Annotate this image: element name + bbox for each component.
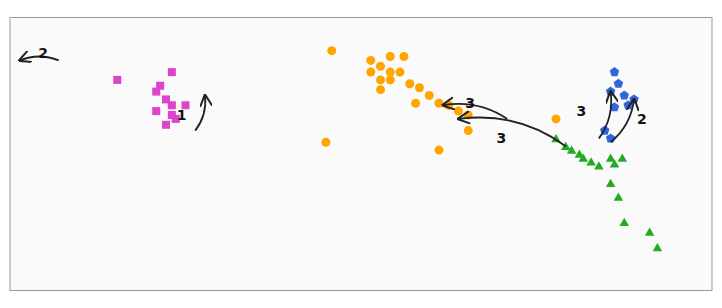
point-square (156, 82, 164, 90)
annotation-arrow (459, 117, 566, 146)
point-circle (454, 107, 463, 116)
point-triangle (594, 161, 604, 169)
point-circle (396, 68, 405, 77)
point-circle (366, 56, 375, 65)
chart: 1 2 3 3 2 3 (0, 0, 722, 308)
point-pentagon (619, 91, 629, 100)
point-circle (321, 138, 330, 147)
point-triangle (610, 159, 620, 167)
annotation-label: 2 (637, 111, 647, 127)
point-circle (376, 75, 385, 84)
annotation-label: 2 (38, 45, 48, 61)
point-pentagon (623, 100, 633, 109)
point-circle (376, 85, 385, 94)
point-circle (435, 99, 444, 108)
point-square (162, 121, 170, 129)
annotation-label: 3 (576, 103, 586, 119)
point-circle (464, 126, 473, 135)
point-circle (411, 99, 420, 108)
point-circle (376, 62, 385, 71)
point-pentagon (610, 67, 620, 76)
annotations: 1 2 3 3 2 3 (20, 45, 647, 147)
point-triangle (586, 157, 596, 165)
point-circle (386, 75, 395, 84)
point-circle (327, 46, 336, 55)
point-triangle (618, 153, 628, 161)
point-circle (552, 114, 561, 123)
annotation-label: 1 (177, 107, 187, 123)
point-triangle (653, 243, 663, 251)
plot-frame (10, 18, 712, 291)
point-triangle (579, 153, 589, 161)
point-circle (425, 91, 434, 100)
annotation-arrow (599, 92, 611, 139)
point-triangle (606, 179, 616, 187)
point-circle (405, 79, 414, 88)
point-triangle (567, 146, 577, 154)
point-pentagon (606, 133, 616, 142)
point-square (113, 76, 121, 84)
annotation-arrow (195, 96, 205, 131)
point-circle (386, 68, 395, 77)
point-circle (366, 68, 375, 77)
annotation-label: 3 (497, 130, 507, 146)
point-square (152, 107, 160, 115)
point-circle (386, 52, 395, 61)
annotation-arrow (611, 99, 634, 142)
point-square (168, 101, 176, 109)
point-circle (399, 52, 408, 61)
point-pentagon (614, 79, 624, 88)
point-circle (435, 146, 444, 155)
point-triangle (614, 192, 624, 200)
point-square (168, 68, 176, 76)
point-circle (415, 83, 424, 92)
point-triangle (645, 228, 655, 236)
point-triangle (619, 218, 629, 226)
points (113, 46, 662, 251)
annotation-label: 3 (465, 95, 475, 111)
